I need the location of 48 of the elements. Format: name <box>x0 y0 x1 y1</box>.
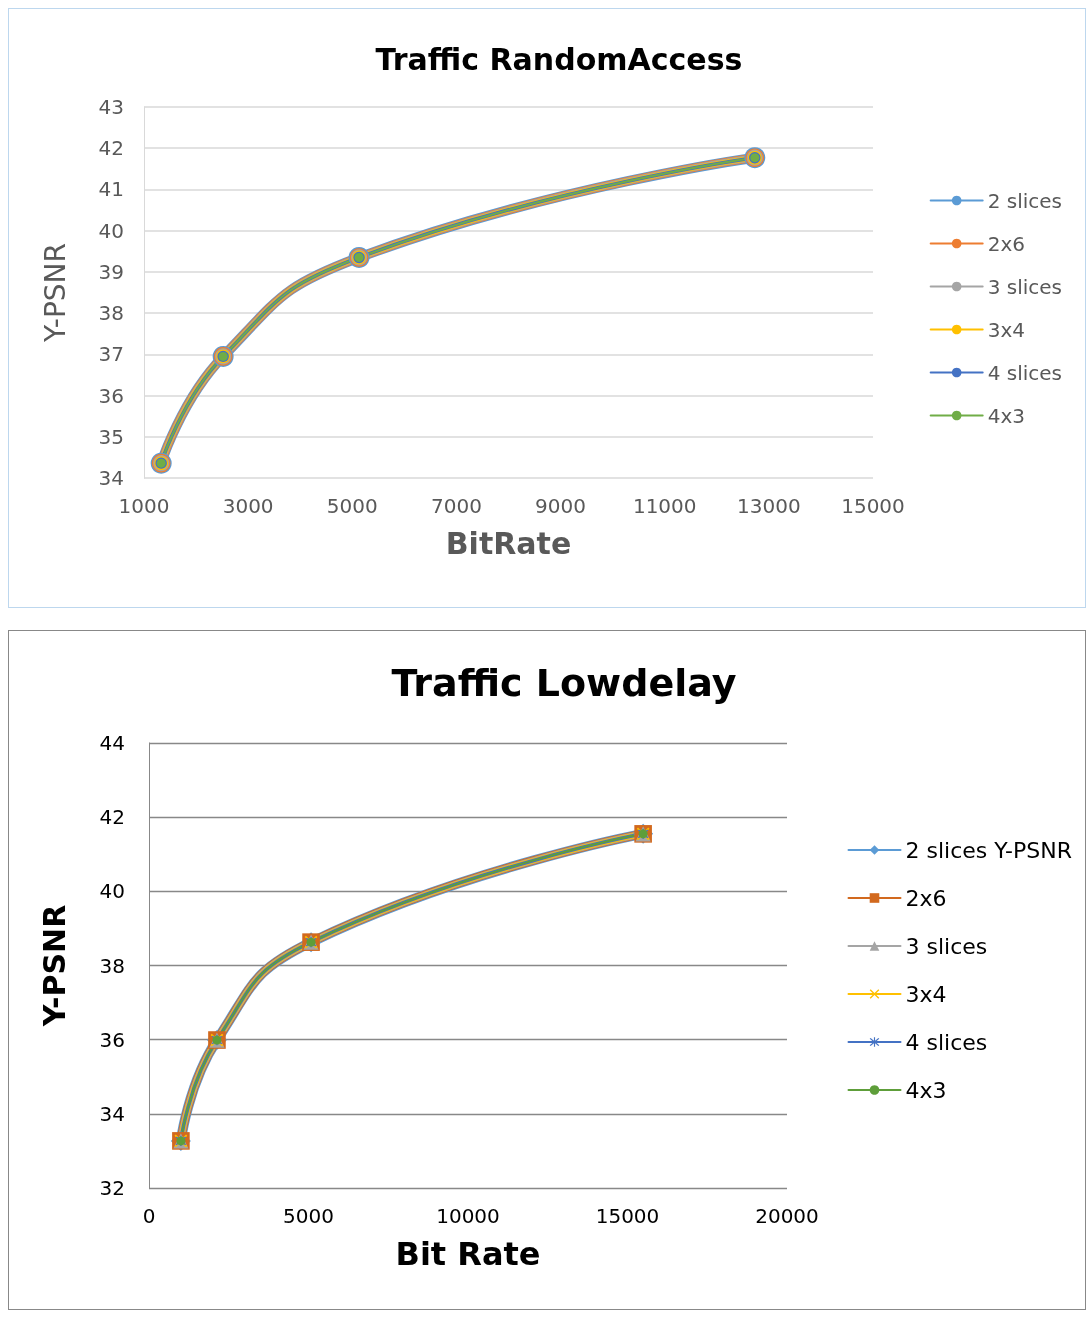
y-tick-label: 44 <box>99 731 125 755</box>
y-axis-title: Y-PSNR <box>36 904 72 1028</box>
legend-label: 4 slices <box>905 1029 988 1055</box>
y-tick-label: 36 <box>99 1027 125 1052</box>
x-tick-label: 7000 <box>430 494 482 518</box>
y-tick-label: 37 <box>98 342 124 367</box>
y-axis-title: Y-PSNR <box>38 243 72 343</box>
legend-label: 4 slices <box>987 360 1063 385</box>
legend-label: 4x3 <box>987 403 1025 428</box>
legend-label: 2 slices <box>987 188 1063 213</box>
y-tick-label: 40 <box>99 879 125 904</box>
x-tick-label: 5000 <box>283 1204 334 1228</box>
x-tick-label: 0 <box>142 1204 156 1228</box>
legend-label: 2x6 <box>987 231 1025 256</box>
legend-label: 2 slices Y-PSNR <box>905 837 1073 863</box>
legend-label: 4x3 <box>905 1077 947 1103</box>
legend-label: 3 slices <box>987 274 1063 299</box>
y-tick-label: 35 <box>98 424 124 449</box>
legend-label: 2x6 <box>905 885 947 911</box>
x-tick-label: 1000 <box>118 494 170 518</box>
x-axis-title: BitRate <box>445 525 572 561</box>
legend-label: 3 slices <box>905 933 988 959</box>
y-tick-label: 32 <box>99 1176 125 1200</box>
x-tick-label: 13000 <box>737 494 801 518</box>
y-tick-label: 39 <box>98 259 124 284</box>
x-tick-label: 11000 <box>632 494 697 518</box>
x-axis-title: Bit Rate <box>395 1235 541 1273</box>
chart-title: Traffic Lowdelay <box>391 661 737 705</box>
y-tick-label: 34 <box>98 466 124 490</box>
chart-title: Traffic RandomAccess <box>375 41 743 77</box>
y-tick-label: 43 <box>98 95 124 119</box>
x-tick-label: 3000 <box>222 494 274 518</box>
y-tick-label: 38 <box>99 953 125 978</box>
legend-label: 3x4 <box>987 317 1025 342</box>
x-tick-label: 20000 <box>755 1204 819 1228</box>
legend-label: 3x4 <box>905 981 947 1007</box>
y-tick-label: 41 <box>98 177 124 202</box>
y-tick-label: 40 <box>98 218 124 243</box>
y-tick-label: 42 <box>99 805 125 830</box>
x-tick-label: 15000 <box>841 494 905 518</box>
x-tick-label: 10000 <box>436 1204 500 1228</box>
x-tick-label: 15000 <box>595 1204 660 1228</box>
y-tick-label: 34 <box>99 1101 125 1126</box>
y-tick-label: 42 <box>98 136 124 161</box>
x-tick-label: 9000 <box>535 494 587 518</box>
y-tick-label: 36 <box>98 383 124 408</box>
x-tick-label: 5000 <box>326 494 378 518</box>
y-tick-label: 38 <box>98 301 124 326</box>
